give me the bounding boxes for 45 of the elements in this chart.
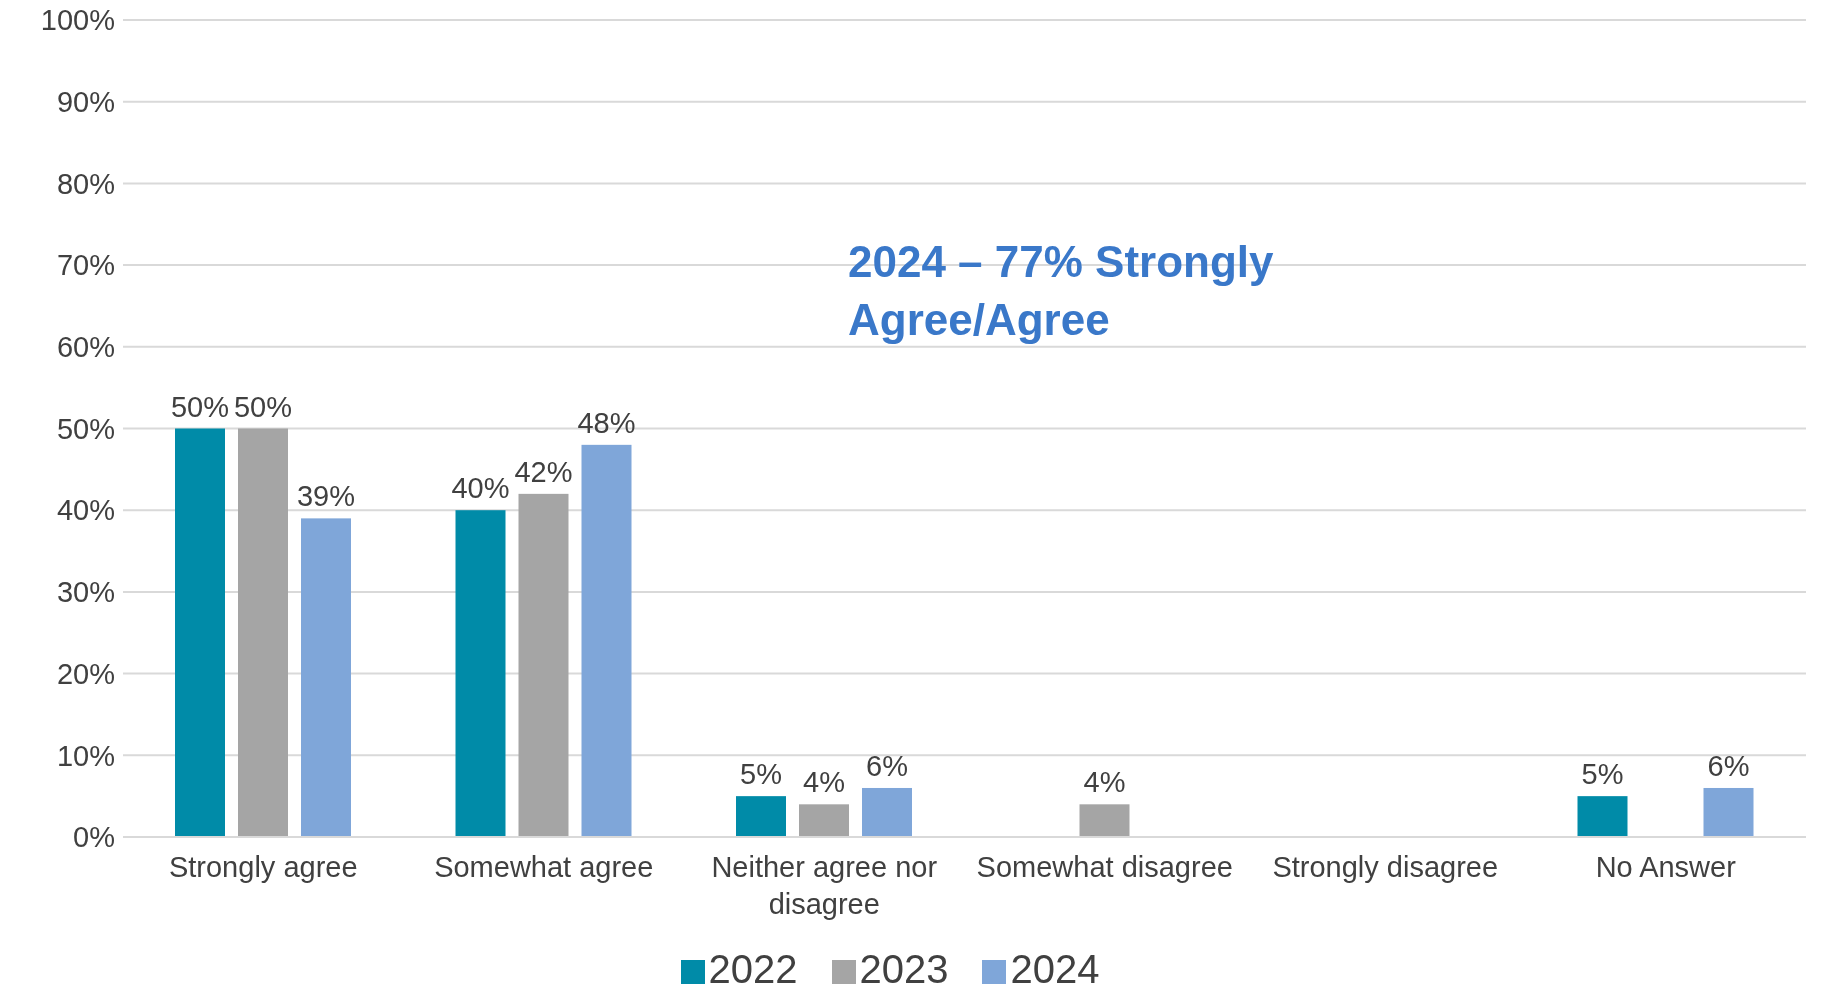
y-tick-label: 30% bbox=[56, 576, 115, 609]
bar bbox=[518, 493, 569, 837]
x-tick-label: No Answer bbox=[1595, 851, 1737, 883]
y-tick-label: 80% bbox=[56, 167, 115, 200]
bar bbox=[736, 796, 786, 837]
data-label: 48% bbox=[577, 406, 636, 439]
x-tick-label: Somewhat disagree bbox=[976, 851, 1233, 883]
data-label: 40% bbox=[451, 472, 510, 505]
x-tick-label: Strongly disagree bbox=[1272, 851, 1499, 883]
y-tick-label: 0% bbox=[73, 821, 115, 854]
legend-label: 2023 bbox=[859, 947, 949, 991]
bar bbox=[238, 428, 288, 837]
bar bbox=[1703, 787, 1754, 837]
y-tick-label: 50% bbox=[56, 412, 115, 445]
bar bbox=[581, 444, 632, 837]
y-tick-label: 20% bbox=[56, 657, 115, 690]
data-label: 6% bbox=[1707, 749, 1750, 782]
legend-label: 2022 bbox=[708, 947, 798, 991]
data-label: 4% bbox=[1083, 766, 1126, 799]
bar bbox=[301, 518, 351, 837]
bar bbox=[1079, 804, 1130, 837]
data-label: 5% bbox=[1581, 758, 1624, 791]
x-tick-label: Somewhat agree bbox=[434, 851, 654, 883]
bar bbox=[862, 787, 912, 837]
y-tick-label: 90% bbox=[56, 85, 115, 118]
legend-label: 2024 bbox=[1010, 947, 1100, 991]
y-tick-label: 100% bbox=[40, 4, 115, 37]
bar bbox=[455, 510, 506, 837]
data-label: 6% bbox=[866, 749, 908, 782]
y-tick-label: 40% bbox=[56, 494, 115, 527]
annotation: 2024 – 77% Strongly Agree/Agree bbox=[848, 236, 1275, 346]
x-tick-label: Strongly agree bbox=[168, 851, 358, 883]
data-label: 50% bbox=[233, 390, 293, 423]
data-label: 4% bbox=[803, 766, 845, 799]
y-tick-label: 60% bbox=[56, 331, 115, 364]
data-label: 39% bbox=[296, 480, 356, 513]
y-tick-label: 70% bbox=[56, 249, 115, 282]
bar bbox=[799, 804, 849, 837]
y-tick-label: 10% bbox=[56, 739, 115, 772]
data-label: 42% bbox=[514, 455, 573, 488]
data-label: 50% bbox=[170, 390, 230, 423]
bar bbox=[1577, 796, 1628, 837]
bar bbox=[175, 428, 225, 837]
data-label: 5% bbox=[740, 758, 782, 791]
x-tick-label: Neither agree nor disagree bbox=[711, 851, 938, 920]
